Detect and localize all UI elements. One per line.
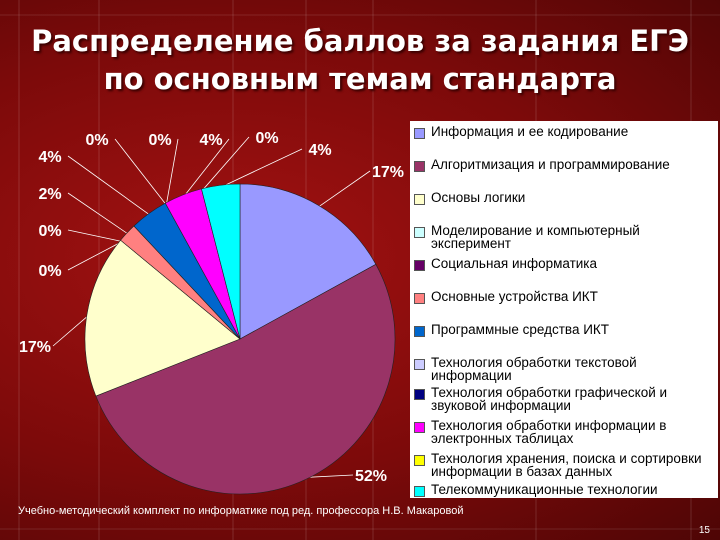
legend-label: Социальная информатика: [431, 256, 598, 271]
leader-line: [52, 314, 90, 347]
data-label: 4%: [38, 149, 61, 166]
legend-item: Технология обработки информации в электр…: [414, 419, 720, 445]
legend-swatch: [414, 260, 425, 271]
leader-line: [183, 138, 230, 197]
data-label: 4%: [308, 142, 331, 159]
legend-swatch: [414, 422, 425, 433]
leader-line: [67, 241, 123, 271]
data-label: 2%: [38, 186, 61, 203]
legend-label: Технология хранения, поиска и сортировки…: [431, 451, 702, 479]
data-label: 4%: [199, 132, 222, 149]
pie-slice: [84, 239, 241, 397]
chart-legend: Информация и ее кодирование Алгоритмизаци…: [410, 121, 718, 498]
data-label: 0%: [85, 132, 108, 149]
leader-line: [67, 229, 123, 242]
leader-line: [201, 136, 250, 192]
background-stripe: [98, 0, 100, 540]
pie-slice: [239, 183, 377, 340]
legend-label: Телекоммуникационные технологии: [431, 482, 658, 497]
legend-item: Программные средства ИКТ: [414, 323, 720, 337]
leader-line: [317, 170, 371, 208]
legend-label: Основы логики: [431, 190, 526, 205]
title-line-1: Распределение баллов за задания ЕГЭ: [31, 24, 689, 58]
leader-line: [305, 474, 354, 478]
data-label: 0%: [38, 223, 61, 240]
legend-swatch: [414, 486, 425, 497]
legend-label: Программные средства ИКТ: [431, 322, 610, 337]
data-label: 17%: [19, 339, 51, 356]
legend-item: Основы логики: [414, 191, 720, 205]
data-label: 17%: [372, 164, 404, 181]
legend-swatch: [414, 326, 425, 337]
leader-line: [220, 148, 303, 188]
legend-item: Социальная информатика: [414, 257, 720, 271]
legend-label: Технология обработки информации в электр…: [431, 418, 667, 446]
legend-item: Алгоритмизация и программирование: [414, 158, 720, 172]
legend-item: Основные устройства ИКТ: [414, 290, 720, 304]
leader-line: [67, 192, 129, 235]
legend-swatch: [414, 128, 425, 139]
legend-item: Информация и ее кодирование: [414, 125, 720, 139]
legend-swatch: [414, 293, 425, 304]
pie-slice: [95, 263, 396, 495]
data-label: 0%: [38, 263, 61, 280]
data-label: 0%: [148, 132, 171, 149]
background-stripe: [0, 528, 720, 530]
legend-label: Информация и ее кодирование: [431, 124, 629, 139]
data-label: 52%: [355, 468, 387, 485]
leader-line: [67, 155, 151, 216]
title-line-2: по основным темам стандарта: [103, 62, 617, 96]
legend-swatch: [414, 194, 425, 205]
page-number: 15: [698, 525, 710, 536]
legend-swatch: [414, 455, 425, 466]
legend-item: Моделирование и компьютерный эксперимент: [414, 224, 720, 250]
legend-swatch: [414, 359, 425, 370]
legend-item: Телекоммуникационные технологии: [414, 483, 720, 497]
legend-label: Технология обработки графической и звуко…: [431, 385, 668, 413]
legend-item: Технология хранения, поиска и сортировки…: [414, 452, 720, 478]
slide-title: Распределение баллов за задания ЕГЭ по о…: [0, 22, 720, 98]
legend-label: Основные устройства ИКТ: [431, 289, 598, 304]
legend-swatch: [414, 227, 425, 238]
leader-line: [165, 138, 179, 205]
legend-item: Технология обработки графической и звуко…: [414, 386, 720, 412]
pie-slice: [201, 183, 241, 340]
legend-label: Технология обработки текстовой информаци…: [431, 355, 637, 383]
data-label: 0%: [255, 130, 278, 147]
background-stripe: [18, 0, 20, 540]
legend-swatch: [414, 389, 425, 400]
background-stripe: [0, 14, 720, 16]
legend-label: Моделирование и компьютерный эксперимент: [431, 223, 640, 251]
legend-swatch: [414, 161, 425, 172]
legend-label: Алгоритмизация и программирование: [431, 157, 670, 172]
legend-item: Технология обработки текстовой информаци…: [414, 356, 720, 382]
leader-line: [114, 138, 167, 206]
footer-text: Учебно-методический комплект по информат…: [18, 505, 464, 517]
